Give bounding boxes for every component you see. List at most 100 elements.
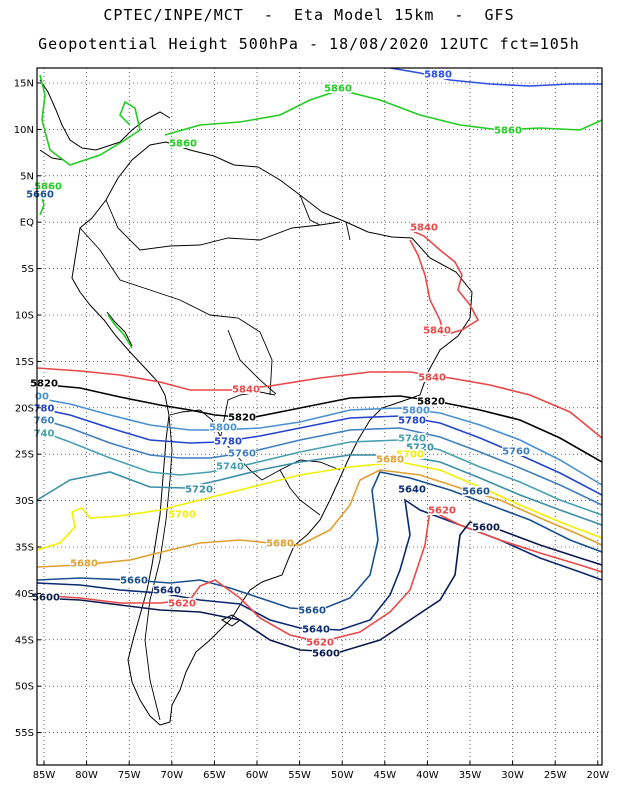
lon-tick-label: 85W: [33, 770, 56, 781]
lat-tick-label: 30S: [15, 496, 34, 507]
lon-tick-label: 80W: [75, 770, 98, 781]
chart-title: CPTEC/INPE/MCT - Eta Model 15km - GFS: [103, 6, 515, 24]
contour-label-5820: 5820: [30, 379, 58, 390]
lat-tick-label: 10N: [14, 125, 34, 136]
contour-5680: [37, 469, 602, 568]
contour-label-bg: [120, 575, 148, 585]
contour-label-bg: [228, 448, 256, 458]
contour-label-bg: [30, 378, 58, 388]
lat-tick-label: 50S: [15, 682, 34, 693]
contour-label-5840: 5840: [232, 385, 260, 396]
contour-label-5860: 5860: [324, 84, 352, 95]
lat-tick-label: 45S: [15, 635, 34, 646]
contour-label-5820: 5820: [417, 397, 445, 408]
contour-label-bg: [494, 125, 522, 135]
contour-label-bg: [216, 461, 244, 471]
contour-5800: [37, 397, 602, 486]
contour-label-bg: [153, 585, 181, 595]
contour-label-bg: [169, 138, 197, 148]
coastlines: [39, 79, 473, 726]
country-borders: [79, 194, 351, 721]
contour-label-bg: [402, 405, 430, 415]
caribbean-coast: [119, 111, 171, 143]
contour-label-bg: [312, 648, 340, 658]
lon-tick-label: 60W: [246, 770, 269, 781]
contour-label-5860: 5860: [169, 139, 197, 150]
contour-5860-west: [39, 74, 141, 166]
lon-tick-label: 35W: [459, 770, 482, 781]
lat-tick-label: 35S: [15, 543, 34, 554]
lat-tick-label: 15N: [14, 79, 34, 90]
contour-5860-island: [107, 314, 133, 349]
contour-label-5760: 5760: [502, 447, 530, 458]
contour-label-5780: 780: [34, 404, 55, 415]
lon-tick-label: 50W: [331, 770, 354, 781]
contour-label-bg: [462, 486, 490, 496]
lon-tick-label: 30W: [501, 770, 524, 781]
contour-label-bg: [406, 442, 434, 452]
contour-label-bg: [424, 69, 452, 79]
contour-label-bg: [398, 433, 426, 443]
contour-labels: 5880 5860 5860 5860 5860 5840 5840 5840 5840 5820…: [26, 69, 530, 660]
contour-label-bg: [34, 181, 62, 191]
contour-label-5660: 5660: [298, 606, 326, 617]
lat-tick-label: 25S: [15, 450, 34, 461]
lat-tick-label: 5S: [21, 264, 34, 275]
contour-label-5600: 5600: [32, 593, 60, 604]
contour-label-5600: 5600: [312, 649, 340, 660]
lon-tick-label: 40W: [416, 770, 439, 781]
lat-tick-label: 5N: [20, 171, 34, 182]
lat-tick-label: EQ: [20, 218, 34, 229]
contour-label-5820: 5820: [228, 413, 256, 424]
lat-tick-label: 15S: [15, 357, 34, 368]
contour-label-bg: [423, 325, 451, 335]
lat-tick-label: 55S: [15, 728, 34, 739]
contour-label-bg: [70, 558, 98, 568]
geopotential-contours: [37, 68, 602, 653]
contour-label-bg: [33, 415, 55, 425]
galapagos: [106, 311, 133, 347]
contour-label-bg: [185, 484, 213, 494]
contour-label-5740: 740: [34, 429, 55, 440]
contour-label-5780: 5780: [214, 437, 242, 448]
contour-label-5800: 5800: [402, 406, 430, 417]
lon-tick-label: 45W: [373, 770, 396, 781]
lon-tick-label: 25W: [544, 770, 567, 781]
contour-label-bg: [396, 449, 424, 459]
lon-tick-label: 55W: [288, 770, 311, 781]
contour-label-bg: [209, 422, 237, 432]
contour-label-bg: [298, 605, 326, 615]
contour-label-5640: 5640: [302, 625, 330, 636]
central-america-coastline: [39, 79, 121, 161]
contour-label-5840: 5840: [410, 223, 438, 234]
lon-tick-label: 65W: [203, 770, 226, 781]
contour-label-5800: 00: [35, 392, 49, 403]
map-frame: [36, 67, 603, 766]
contour-label-5840: 5840: [423, 326, 451, 337]
contour-label-5660: 5660: [462, 487, 490, 498]
lon-tick-label: 20W: [586, 770, 609, 781]
graticule: [37, 68, 602, 765]
contour-label-bg: [26, 189, 54, 199]
contour-5860-north: [164, 89, 602, 136]
lon-tick-label: 70W: [160, 770, 183, 781]
contour-label-5740: 5740: [398, 434, 426, 445]
contour-label-bg: [418, 372, 446, 382]
contour-label-bg: [428, 505, 456, 515]
lat-tick-label: 20S: [15, 403, 34, 414]
contour-label-5800: 5800: [209, 423, 237, 434]
contour-label-5700: 5700: [396, 450, 424, 461]
contour-label-bg: [33, 428, 55, 438]
contour-label-5640: 5640: [153, 586, 181, 597]
contour-label-bg: [398, 484, 426, 494]
contour-label-5840: 5840: [418, 373, 446, 384]
latitude-labels: 15N 10N 5N EQ 5S 10S 15S 20S 25S 30S 35S 40S 45S 50S 5…: [14, 79, 41, 739]
contour-label-bg: [214, 436, 242, 446]
contour-label-bg: [168, 509, 196, 519]
contour-label-5740: 5740: [216, 462, 244, 473]
contour-label-5760: 5760: [228, 449, 256, 460]
contour-label-bg: [410, 222, 438, 232]
contour-5820: [37, 383, 602, 463]
contour-label-bg: [472, 522, 500, 532]
